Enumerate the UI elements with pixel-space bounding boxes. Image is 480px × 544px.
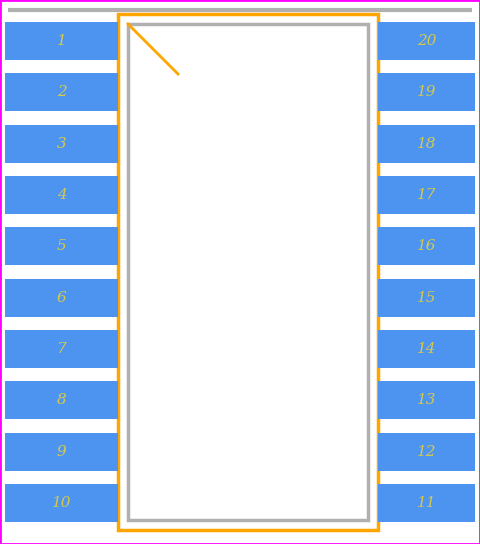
Bar <box>5 227 118 265</box>
Bar <box>5 330 118 368</box>
Bar <box>378 484 475 522</box>
Text: 4: 4 <box>57 188 66 202</box>
Bar <box>5 125 118 163</box>
Bar <box>5 176 118 214</box>
Bar <box>378 227 475 265</box>
Bar <box>378 330 475 368</box>
Bar <box>5 432 118 471</box>
Text: 11: 11 <box>417 496 436 510</box>
Bar <box>378 73 475 112</box>
Text: 8: 8 <box>57 393 66 407</box>
Text: 2: 2 <box>57 85 66 100</box>
Bar <box>378 279 475 317</box>
Bar <box>378 125 475 163</box>
Text: 15: 15 <box>417 290 436 305</box>
Text: 5: 5 <box>57 239 66 254</box>
Bar <box>128 24 368 520</box>
Bar <box>378 432 475 471</box>
Text: 14: 14 <box>417 342 436 356</box>
Bar <box>5 381 118 419</box>
Text: 20: 20 <box>417 34 436 48</box>
Text: 9: 9 <box>57 444 66 459</box>
Bar <box>378 22 475 60</box>
Bar <box>5 484 118 522</box>
Bar <box>5 73 118 112</box>
Text: 19: 19 <box>417 85 436 100</box>
Bar <box>378 176 475 214</box>
Bar <box>118 14 378 530</box>
Text: 12: 12 <box>417 444 436 459</box>
Bar <box>5 22 118 60</box>
Text: 17: 17 <box>417 188 436 202</box>
Text: 10: 10 <box>52 496 71 510</box>
Bar <box>378 381 475 419</box>
Text: 18: 18 <box>417 137 436 151</box>
Text: 1: 1 <box>57 34 66 48</box>
Text: 7: 7 <box>57 342 66 356</box>
Text: 16: 16 <box>417 239 436 254</box>
Bar <box>5 279 118 317</box>
Text: 6: 6 <box>57 290 66 305</box>
Text: 3: 3 <box>57 137 66 151</box>
Text: 13: 13 <box>417 393 436 407</box>
